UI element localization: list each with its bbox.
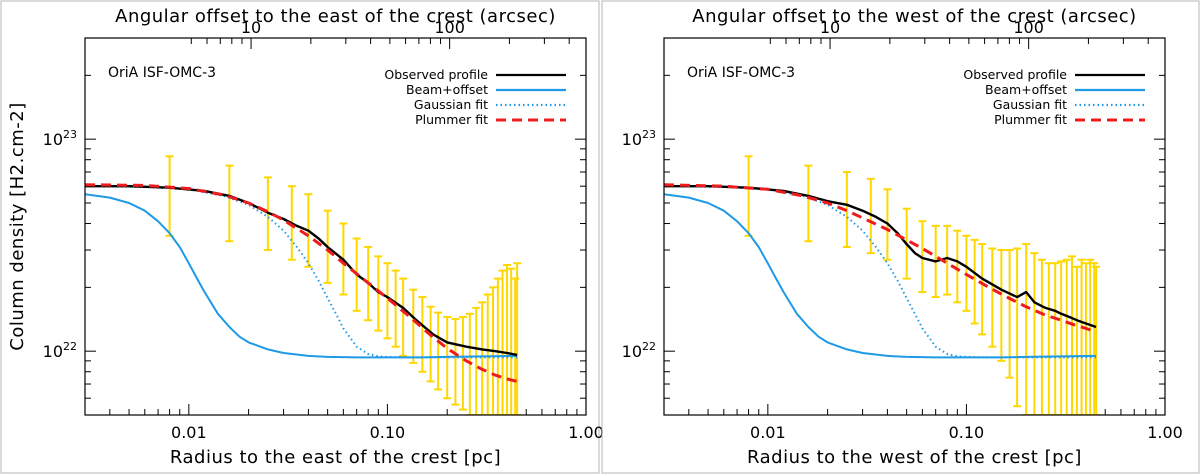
y-tick-label: 1022 [43, 340, 77, 361]
plot-frame [84, 37, 587, 416]
y-tick-label: 1023 [622, 128, 656, 149]
y-axis-title: Column density [H2.cm-2] [7, 102, 28, 351]
y-tick-label-base: 10 [43, 130, 63, 149]
series-line-beam-offset [664, 193, 1097, 359]
legend-label: Beam+offset [985, 82, 1067, 97]
plot-title: OriA ISF-OMC-3 [108, 65, 216, 81]
top-x-tick-label: 100 [434, 18, 465, 37]
x-tick-label: 1.00 [1147, 423, 1183, 442]
series-line-plummer-fit [85, 183, 518, 383]
legend-label: Gaussian fit [993, 97, 1067, 112]
y-tick-label: 1023 [43, 128, 77, 149]
top-x-tick-label: 10 [241, 18, 261, 37]
y-tick-label-base: 10 [622, 130, 642, 149]
plot-title: OriA ISF-OMC-3 [687, 65, 795, 81]
x-axis-title: Radius to the east of the crest [pc] [170, 447, 501, 468]
series-line-gaussian-fit [85, 185, 518, 359]
panel-border [601, 0, 1200, 474]
top-x-axis-title: Angular offset to the east of the crest … [115, 6, 556, 27]
top-x-tick-label: 100 [1013, 18, 1044, 37]
legend-label: Beam+offset [406, 82, 488, 97]
plot-frame [663, 37, 1166, 416]
legend-label: Observed profile [384, 67, 488, 82]
series-line-plummer-fit [664, 183, 1097, 334]
x-axis-title: Radius to the west of the crest [pc] [747, 447, 1082, 468]
top-x-axis-title: Angular offset to the west of the crest … [692, 6, 1136, 27]
y-tick-label-exponent: 23 [63, 128, 77, 141]
x-tick-label: 0.10 [949, 423, 985, 442]
y-tick-label-exponent: 22 [63, 340, 77, 353]
y-tick-label-base: 10 [622, 342, 642, 361]
panel-border [0, 0, 600, 474]
plot-data-layer [85, 155, 522, 415]
y-tick-label-base: 10 [43, 342, 63, 361]
legend-label: Gaussian fit [414, 97, 488, 112]
x-tick-label: 0.01 [171, 423, 207, 442]
series-line-beam-offset [85, 193, 518, 359]
y-tick-label-exponent: 22 [642, 340, 656, 353]
legend-label: Observed profile [963, 67, 1067, 82]
plot-data-layer [664, 155, 1101, 415]
y-tick-label: 1022 [622, 340, 656, 361]
top-x-tick-label: 10 [820, 18, 840, 37]
x-tick-label: 0.01 [750, 423, 786, 442]
series-line-gaussian-fit [664, 185, 1097, 359]
x-tick-label: 0.10 [370, 423, 406, 442]
x-tick-label: 1.00 [568, 423, 604, 442]
legend-label: Plummer fit [415, 112, 488, 127]
y-tick-label-exponent: 23 [642, 128, 656, 141]
legend-label: Plummer fit [994, 112, 1067, 127]
